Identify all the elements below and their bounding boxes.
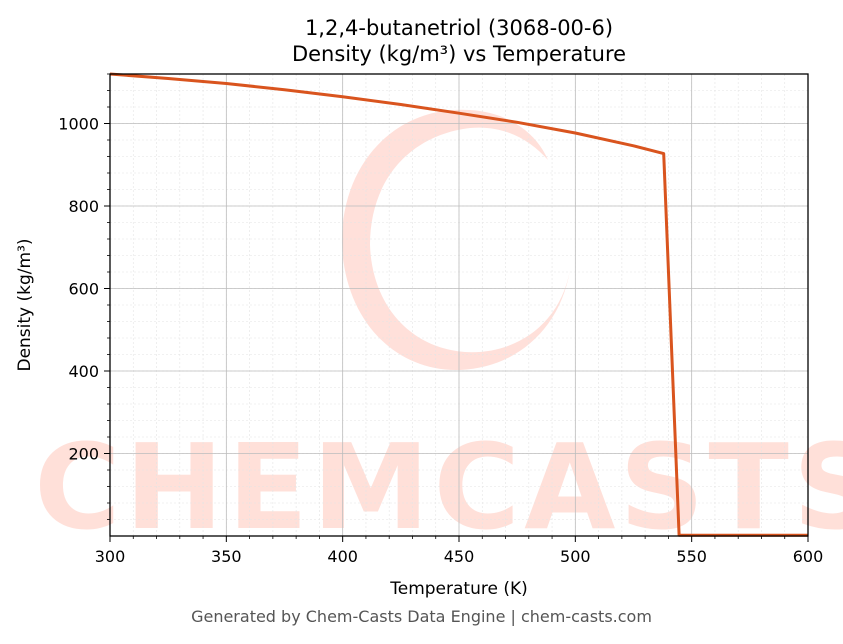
footer-credit: Generated by Chem-Casts Data Engine | ch… [191, 607, 652, 626]
chemcasts-watermark: CHEMCASTS [34, 109, 843, 556]
x-axis-label: Temperature (K) [389, 579, 528, 599]
watermark-text: CHEMCASTS [34, 418, 843, 556]
y-tick-labels: 200 400 600 800 1000 [58, 115, 99, 464]
x-tick-label: 350 [211, 547, 242, 566]
x-tick-label: 600 [793, 547, 824, 566]
x-tick-label: 550 [676, 547, 707, 566]
y-tick-label: 600 [68, 280, 99, 299]
y-tick-label: 200 [68, 445, 99, 464]
axis-ticks [104, 73, 809, 542]
y-tick-label: 800 [68, 197, 99, 216]
y-tick-label: 1000 [58, 115, 99, 134]
chart-title-line-2: Density (kg/m³) vs Temperature [292, 42, 626, 66]
x-tick-label: 500 [560, 547, 591, 566]
x-tick-label: 450 [444, 547, 475, 566]
chart-title-line-1: 1,2,4-butanetriol (3068-00-6) [305, 16, 613, 40]
watermark-swirl [341, 109, 570, 371]
x-tick-label: 400 [327, 547, 358, 566]
x-tick-labels: 300 350 400 450 500 550 600 [95, 547, 824, 566]
x-tick-label: 300 [95, 547, 126, 566]
density-line [109, 72, 808, 537]
y-tick-label: 400 [68, 362, 99, 381]
y-axis-label: Density (kg/m³) [15, 238, 35, 371]
series-layer [109, 72, 808, 537]
